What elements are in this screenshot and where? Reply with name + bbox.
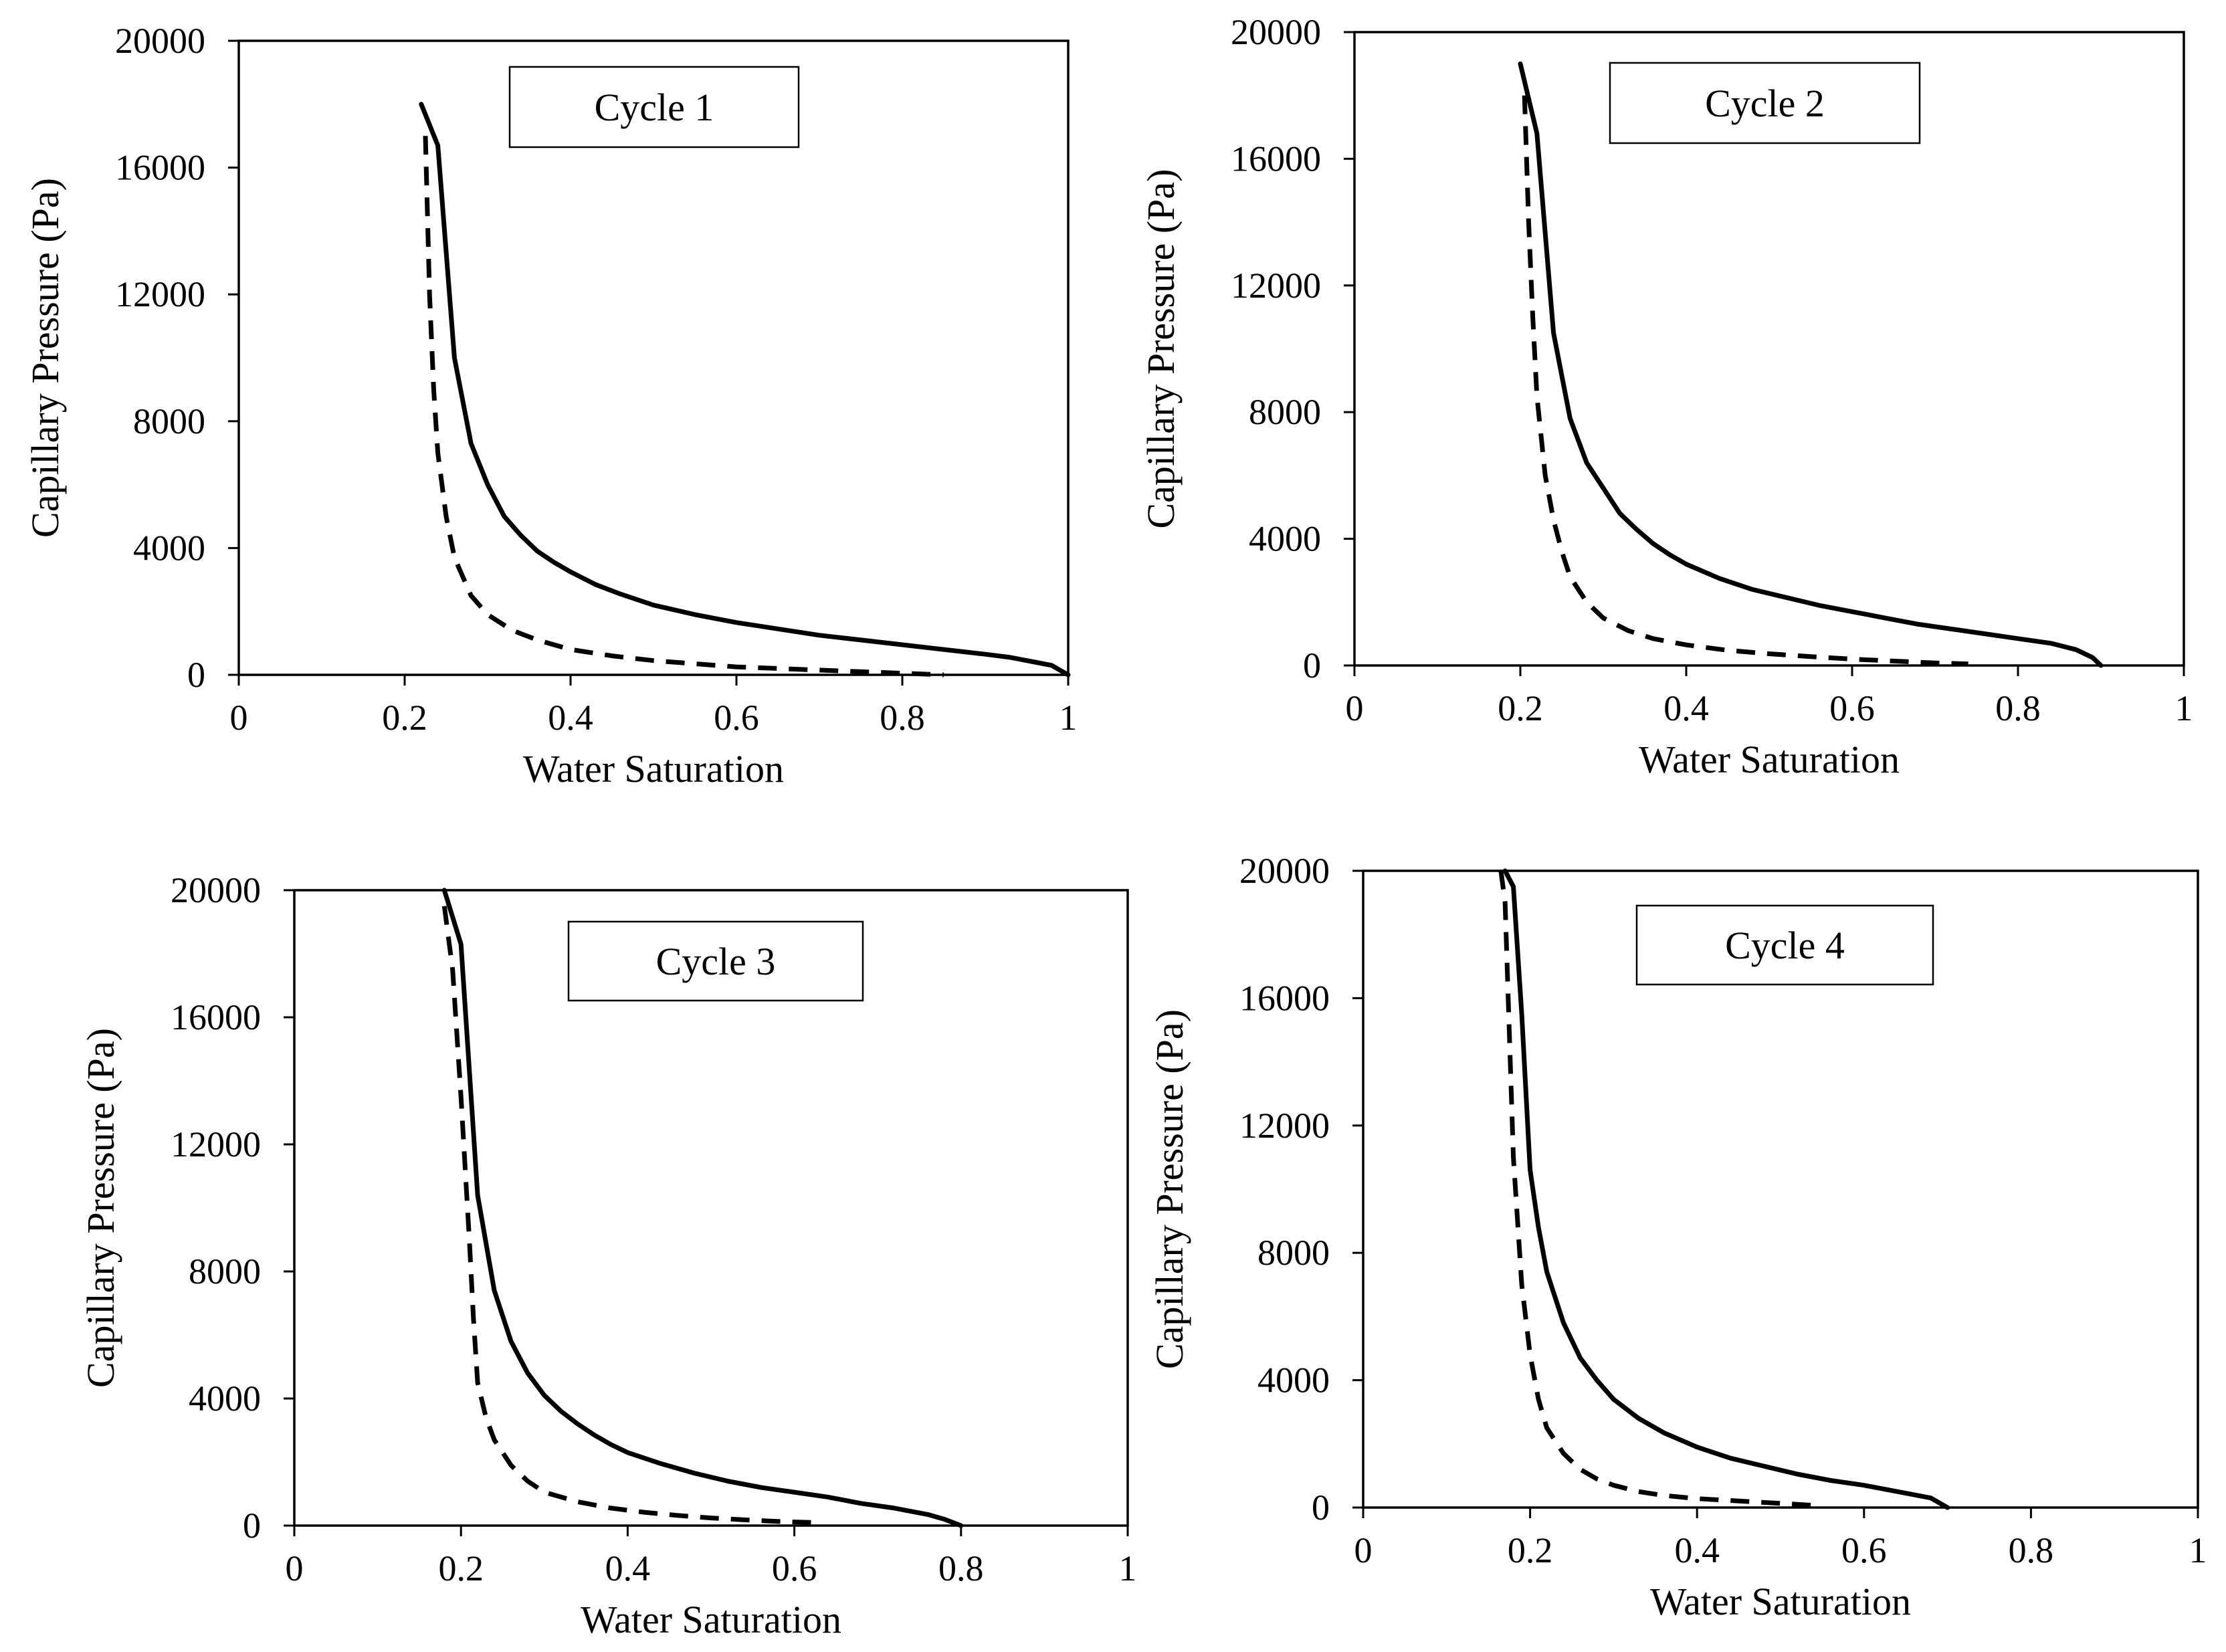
y-tick-label: 20000 <box>171 870 261 910</box>
x-tick-label: 0.4 <box>605 1548 651 1588</box>
series-line-solid <box>441 888 964 1528</box>
chart-panel-3: 0 0.2 0.4 0.6 0.8 1 0 4000 8000 12000 16000 20000 Wa… <box>79 870 1137 1641</box>
plot-frame <box>1353 31 2185 667</box>
plot-frame <box>1362 869 2199 1509</box>
x-tick-label: 0.8 <box>2009 1530 2054 1570</box>
x-tick-label: 0.8 <box>938 1548 984 1588</box>
x-tick-label: 0.4 <box>1674 1530 1720 1570</box>
x-tick-label: 0 <box>230 698 248 738</box>
y-axis-label: Capillary Pressure (Pa) <box>23 178 67 538</box>
title-box <box>508 66 800 148</box>
series-line-dashed <box>1498 870 1823 1509</box>
y-tick-label: 0 <box>187 655 205 695</box>
chart-title: Cycle 3 <box>656 940 776 983</box>
y-tick-label: 20000 <box>1231 12 1321 52</box>
title-box <box>567 920 864 1002</box>
x-tick-label: 0 <box>1354 1530 1373 1570</box>
y-tick-label: 0 <box>1312 1487 1330 1528</box>
series-line-solid <box>419 102 1071 678</box>
y-tick-label: 4000 <box>189 1378 261 1419</box>
y-tick-label: 8000 <box>1257 1233 1330 1273</box>
series-line-solid <box>1502 868 1950 1510</box>
x-axis-label: Water Saturation <box>1650 1580 1911 1623</box>
y-tick-label: 4000 <box>1249 519 1321 559</box>
y-axis-label: Capillary Pressure (Pa) <box>1148 1009 1191 1369</box>
y-tick-label: 12000 <box>1239 1106 1330 1146</box>
x-tick-label: 0.2 <box>1498 688 1543 728</box>
x-tick-label: 0.2 <box>1508 1530 1553 1570</box>
x-tick-label: 1 <box>2175 688 2193 728</box>
x-tick-label: 0.4 <box>548 698 593 738</box>
plot-frame <box>293 889 1129 1527</box>
y-tick-label: 16000 <box>1239 978 1330 1018</box>
x-tick-label: 0.4 <box>1663 688 1709 728</box>
y-axis-label: Capillary Pressure (Pa) <box>79 1028 122 1388</box>
series-line-solid <box>1518 61 2104 668</box>
x-tick-label: 0 <box>1346 688 1364 728</box>
x-tick-label: 0.6 <box>772 1548 817 1588</box>
x-tick-label: 0.6 <box>1841 1530 1887 1570</box>
title-box <box>1635 904 1934 986</box>
y-tick-label: 12000 <box>115 274 205 314</box>
x-tick-label: 0.8 <box>880 698 925 738</box>
y-tick-label: 4000 <box>133 528 205 568</box>
chart-panel-2: 0 0.2 0.4 0.6 0.8 1 0 4000 8000 12000 16000 20000 Wa… <box>1139 12 2193 781</box>
chart-title: Cycle 1 <box>595 86 714 129</box>
title-box <box>1609 62 1921 144</box>
y-tick-label: 16000 <box>1231 138 1321 179</box>
series-line-dashed <box>441 906 811 1525</box>
chart-title: Cycle 4 <box>1725 924 1845 967</box>
y-tick-label: 16000 <box>115 148 205 188</box>
x-tick-label: 1 <box>2189 1530 2207 1570</box>
plot-frame <box>237 39 1070 676</box>
y-tick-label: 8000 <box>1249 392 1321 432</box>
x-tick-label: 0.2 <box>438 1548 484 1588</box>
x-tick-label: 1 <box>1059 698 1078 738</box>
y-tick-label: 8000 <box>133 401 205 441</box>
y-tick-label: 4000 <box>1257 1360 1330 1401</box>
x-tick-label: 0 <box>286 1548 304 1588</box>
x-axis-label: Water Saturation <box>581 1598 841 1641</box>
y-tick-label: 20000 <box>115 21 205 61</box>
y-tick-label: 16000 <box>171 997 261 1037</box>
x-axis-label: Water Saturation <box>523 747 784 791</box>
y-tick-label: 12000 <box>171 1124 261 1164</box>
x-tick-label: 1 <box>1119 1548 1137 1588</box>
y-tick-label: 20000 <box>1239 851 1330 891</box>
x-tick-label: 0.6 <box>714 698 759 738</box>
x-tick-label: 0.2 <box>382 698 427 738</box>
y-tick-label: 8000 <box>189 1251 261 1292</box>
y-tick-label: 0 <box>1303 645 1321 686</box>
chart-panel-1: 0 0.2 0.4 0.6 0.8 1 0 4000 8000 12000 16000 20000 Wa… <box>23 21 1078 791</box>
chart-panel-4: 0 0.2 0.4 0.6 0.8 1 0 4000 8000 12000 16000 20000 Wa… <box>1148 851 2207 1623</box>
x-tick-label: 0.6 <box>1829 688 1875 728</box>
chart-title: Cycle 2 <box>1705 82 1825 125</box>
series-line-dashed <box>423 136 944 678</box>
x-tick-label: 0.8 <box>1995 688 2041 728</box>
y-axis-label: Capillary Pressure (Pa) <box>1139 169 1183 529</box>
series-line-dashed <box>1522 95 1968 667</box>
y-tick-label: 12000 <box>1231 266 1321 306</box>
x-axis-label: Water Saturation <box>1639 738 1900 781</box>
y-tick-label: 0 <box>243 1506 261 1546</box>
